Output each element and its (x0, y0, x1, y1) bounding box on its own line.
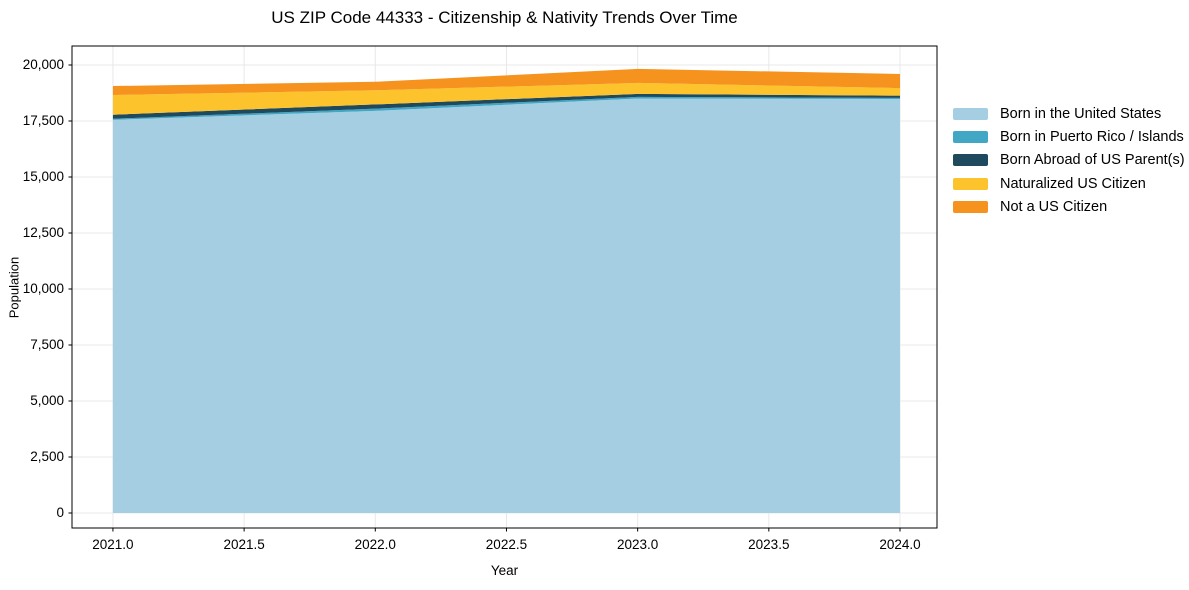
legend-swatch (953, 130, 988, 143)
legend-label: Born Abroad of US Parent(s) (1000, 152, 1185, 169)
x-axis-title: Year (490, 563, 519, 578)
y-tick-label: 15,000 (22, 169, 64, 185)
x-tick-label: 2021.5 (223, 537, 265, 552)
y-tick-label: 5,000 (30, 393, 64, 409)
legend-swatch (953, 200, 988, 213)
legend-swatch (953, 107, 988, 120)
legend-item-born-in-the-united-states: Born in the United States (953, 102, 1185, 125)
y-tick-label: 10,000 (22, 281, 64, 297)
x-tick-label: 2023.0 (616, 537, 659, 552)
x-tick-label: 2022.5 (485, 537, 528, 552)
x-tick-label: 2022.0 (354, 537, 396, 552)
y-tick-label: 20,000 (22, 57, 64, 73)
area-born-abroad-of-us-parent-s (112, 93, 901, 119)
legend-label: Born in Puerto Rico / Islands (1000, 128, 1184, 145)
x-tick-label: 2023.5 (748, 537, 790, 552)
legend-item-born-abroad-of-us-parent-s: Born Abroad of US Parent(s) (953, 149, 1185, 172)
legend-item-not-a-us-citizen: Not a US Citizen (953, 195, 1185, 218)
y-tick-label: 7,500 (30, 337, 64, 353)
area-naturalized-us-citizen (112, 82, 901, 115)
legend-label: Not a US Citizen (1000, 198, 1108, 215)
y-tick-label: 0 (56, 505, 64, 521)
y-tick-label: 17,500 (22, 113, 64, 129)
y-tick-label: 12,500 (22, 225, 64, 241)
y-tick-label: 2,500 (30, 449, 64, 465)
legend-item-naturalized-us-citizen: Naturalized US Citizen (953, 172, 1185, 195)
legend-label: Born in the United States (1000, 105, 1162, 122)
legend-label: Naturalized US Citizen (1000, 175, 1146, 192)
legend-swatch (953, 154, 988, 167)
legend-swatch (953, 177, 988, 190)
legend-item-born-in-puerto-rico-islands: Born in Puerto Rico / Islands (953, 125, 1185, 148)
x-tick-label: 2024.0 (879, 537, 921, 552)
plot-border (71, 45, 938, 529)
chart-title: US ZIP Code 44333 - Citizenship & Nativi… (271, 8, 738, 27)
y-axis-title: Population (6, 256, 22, 319)
x-tick-label: 2021.0 (92, 537, 134, 552)
legend: Born in the United States Born in Puerto … (953, 102, 1185, 218)
area-born-in-the-united-states (112, 98, 901, 513)
area-not-a-us-citizen (112, 68, 901, 96)
